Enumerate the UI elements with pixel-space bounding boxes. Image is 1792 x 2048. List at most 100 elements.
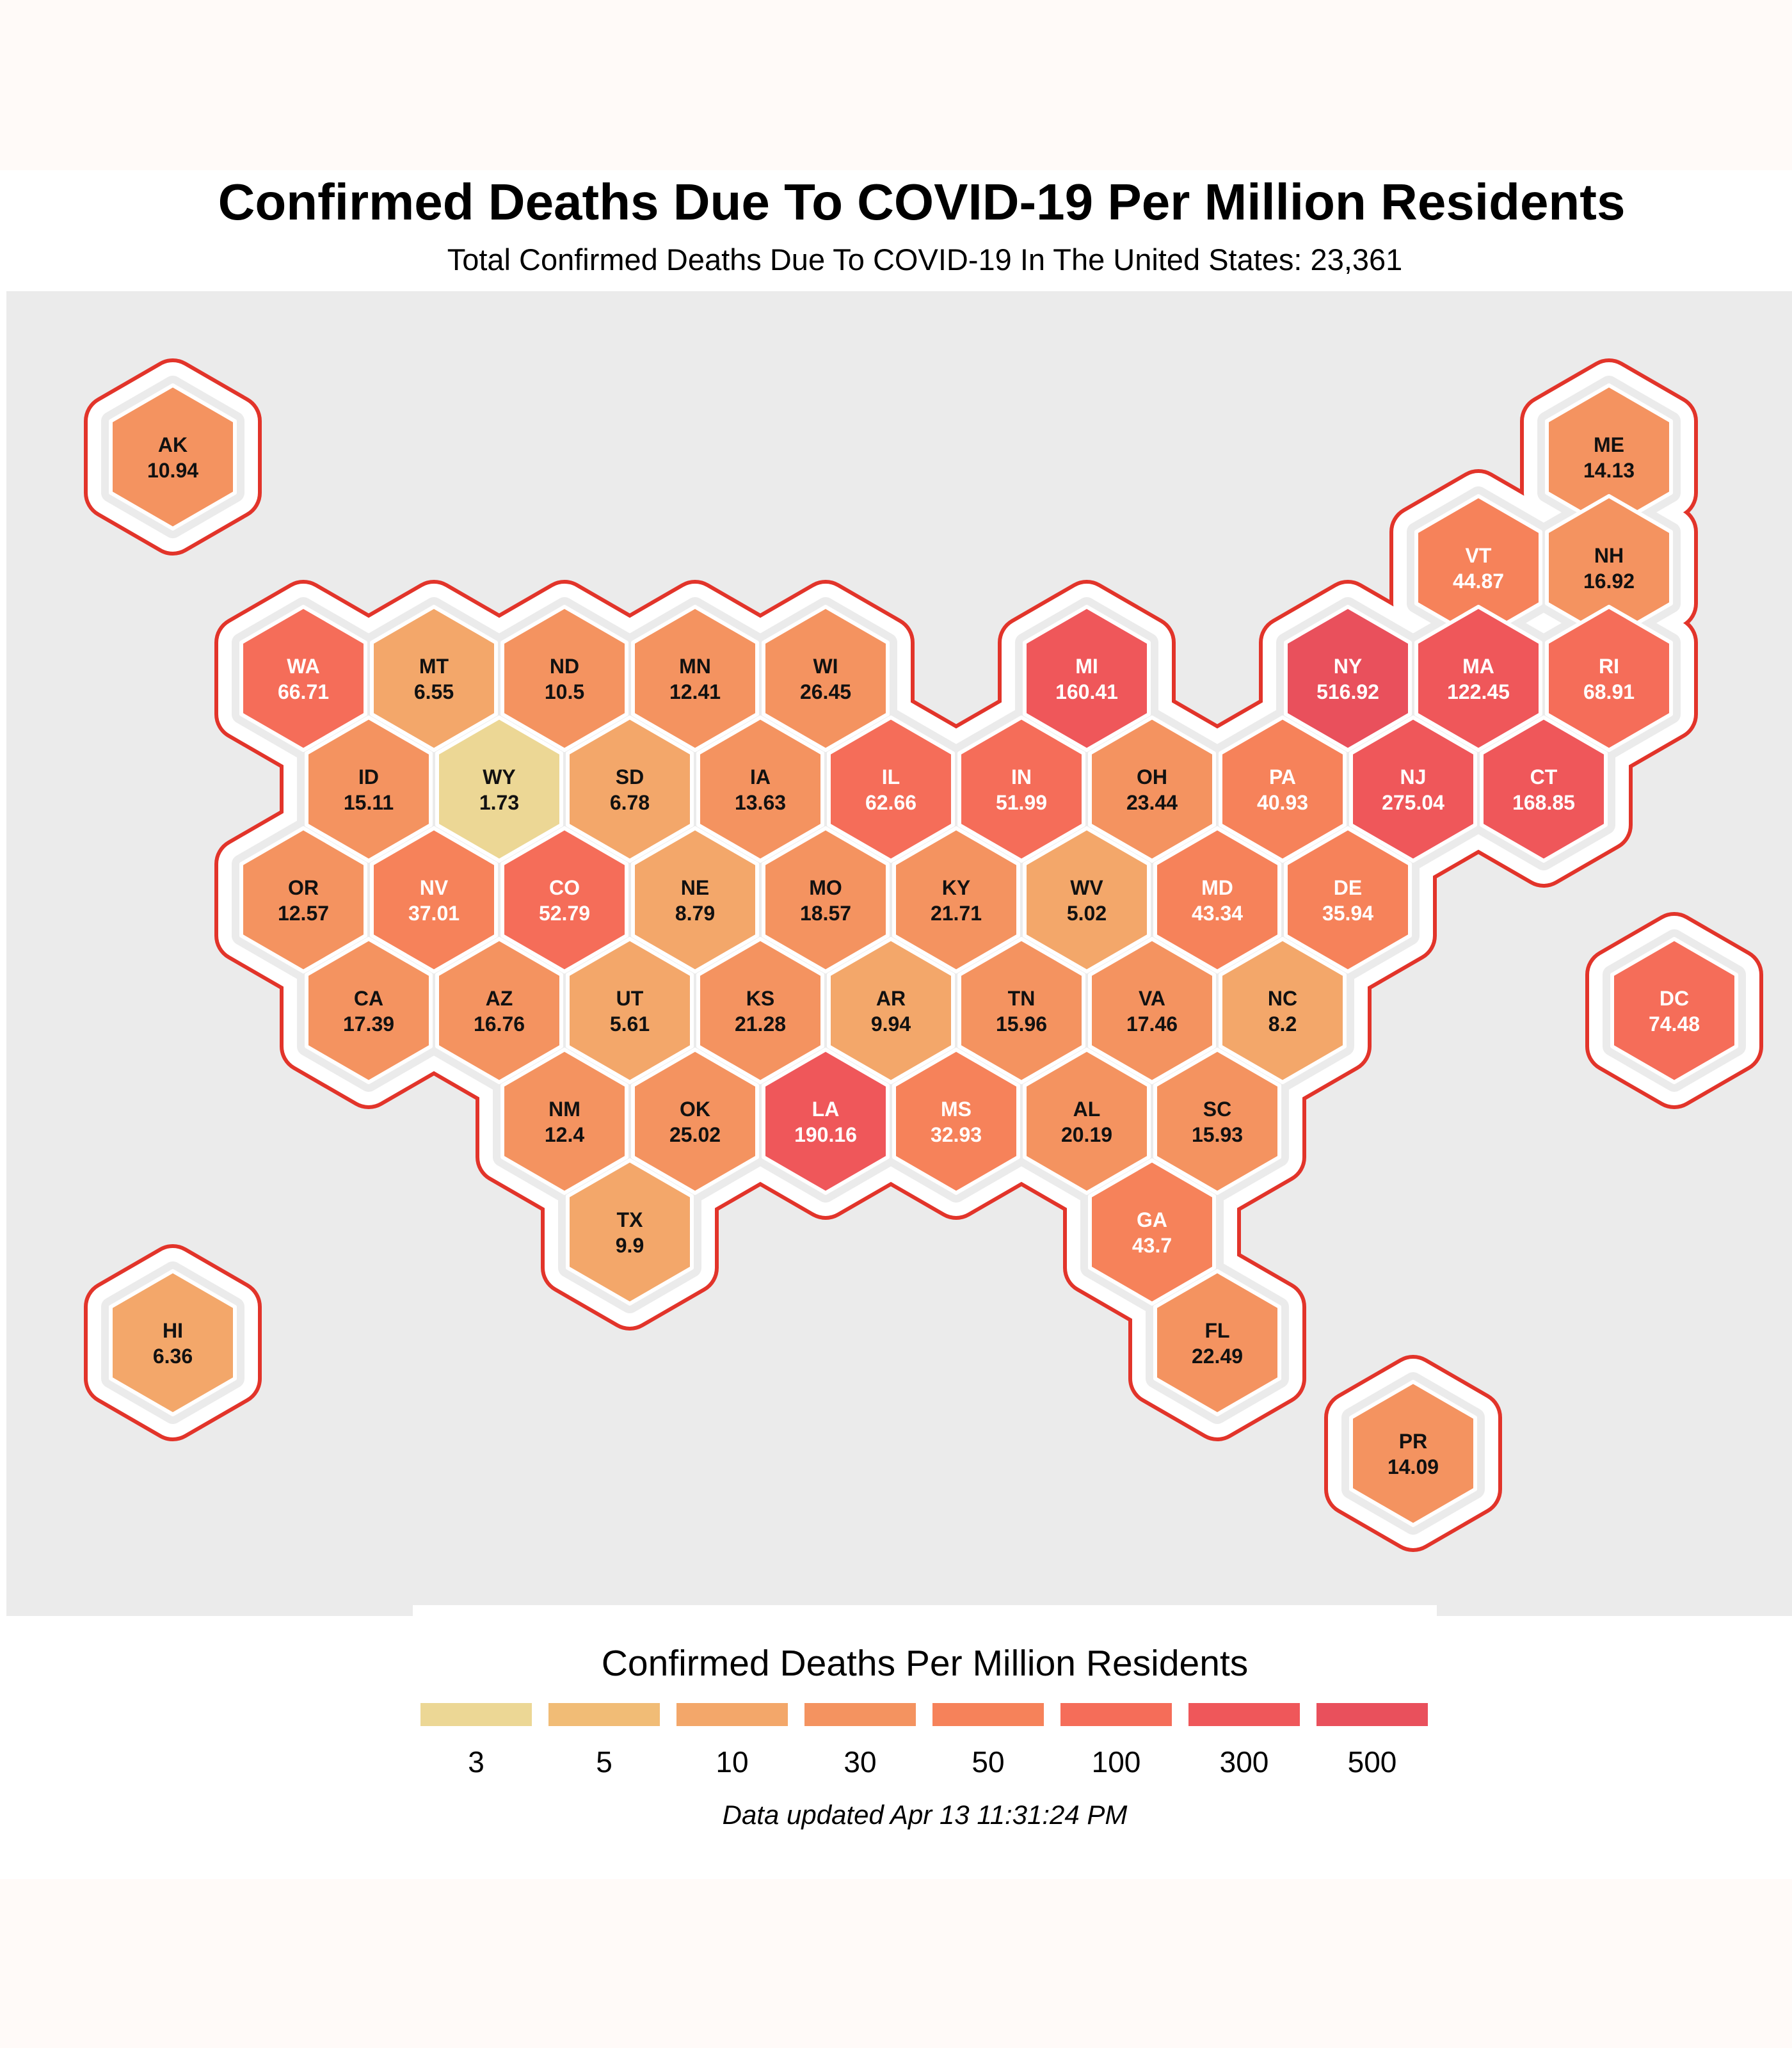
state-value-label: 9.94: [871, 1012, 911, 1036]
state-tile-de: DE 35.94: [1284, 826, 1412, 973]
state-code-label: HI: [163, 1319, 183, 1342]
state-value-label: 275.04: [1382, 791, 1444, 814]
state-hex-az: [435, 937, 563, 1084]
state-value-label: 15.11: [344, 791, 394, 814]
state-value-label: 43.34: [1192, 902, 1243, 925]
state-value-label: 68.91: [1583, 680, 1635, 703]
state-code-label: SD: [616, 765, 644, 788]
state-hex-nm: [500, 1048, 628, 1195]
state-code-label: OH: [1137, 765, 1167, 788]
state-code-label: MN: [679, 655, 711, 678]
state-hex-ga: [1088, 1158, 1216, 1306]
state-code-label: OR: [288, 876, 319, 899]
state-tile-wv: WV 5.02: [1023, 826, 1151, 973]
state-tile-ky: KY 21.71: [892, 826, 1020, 973]
state-hex-md: [1153, 826, 1281, 973]
state-value-label: 5.02: [1067, 902, 1107, 925]
state-code-label: WI: [813, 655, 838, 678]
legend-tick-30: 30: [844, 1745, 876, 1779]
state-value-label: 40.93: [1257, 791, 1308, 814]
state-code-label: KY: [942, 876, 970, 899]
legend-swatch-500: [1316, 1703, 1428, 1726]
state-tile-me: ME 14.13: [1545, 383, 1673, 531]
state-value-label: 8.2: [1268, 1012, 1297, 1036]
state-tiles: AK10.94ME14.13VT44.87NH16.92WA66.71MT6.5…: [109, 383, 1738, 1527]
state-hex-tn: [957, 937, 1085, 1084]
state-code-label: VT: [1466, 544, 1492, 567]
state-hex-de: [1284, 826, 1412, 973]
state-code-label: WA: [287, 655, 320, 678]
state-hex-ma: [1414, 605, 1542, 752]
state-code-label: WV: [1070, 876, 1103, 899]
state-hex-mo: [762, 826, 890, 973]
state-hex-id: [305, 716, 433, 863]
state-tile-pa: PA 40.93: [1219, 716, 1347, 863]
state-code-label: UT: [616, 987, 644, 1010]
state-tile-ct: CT 168.85: [1480, 716, 1608, 863]
state-tile-fl: FL 22.49: [1153, 1269, 1281, 1416]
state-hex-va: [1088, 937, 1216, 1084]
state-hex-wa: [239, 605, 367, 752]
state-code-label: IL: [882, 765, 900, 788]
state-code-label: AZ: [486, 987, 513, 1010]
state-hex-hi: [109, 1269, 237, 1416]
state-code-label: VA: [1139, 987, 1165, 1010]
state-hex-nv: [370, 826, 498, 973]
chart-title: Confirmed Deaths Due To COVID-19 Per Mil…: [218, 173, 1626, 230]
state-code-label: IN: [1011, 765, 1032, 788]
legend-swatch-100: [1060, 1703, 1172, 1726]
state-value-label: 21.28: [735, 1012, 786, 1036]
state-code-label: AL: [1073, 1098, 1101, 1121]
legend-swatch-30: [804, 1703, 916, 1726]
state-tile-md: MD 43.34: [1153, 826, 1281, 973]
state-hex-wi: [762, 605, 890, 752]
data-updated-note: Data updated Apr 13 11:31:24 PM: [722, 1800, 1128, 1830]
state-tile-ne: NE 8.79: [631, 826, 759, 973]
state-tile-oh: OH 23.44: [1088, 716, 1216, 863]
state-hex-tx: [566, 1158, 694, 1306]
state-hex-pr: [1349, 1380, 1477, 1527]
state-value-label: 14.09: [1388, 1455, 1439, 1478]
state-code-label: NM: [548, 1098, 580, 1121]
state-code-label: DC: [1660, 987, 1689, 1010]
state-value-label: 12.57: [278, 902, 329, 925]
state-tile-ar: AR9.94: [827, 937, 955, 1084]
state-code-label: MO: [809, 876, 842, 899]
state-code-label: WY: [483, 765, 516, 788]
state-tile-or: OR 12.57: [239, 826, 367, 973]
state-value-label: 160.41: [1055, 680, 1118, 703]
state-hex-ca: [305, 937, 433, 1084]
legend-tick-labels: 3 5 10 30 50 100 300 500: [468, 1745, 1396, 1779]
state-hex-nd: [500, 605, 628, 752]
state-value-label: 44.87: [1453, 570, 1504, 593]
state-tile-il: IL 62.66: [827, 716, 955, 863]
state-tile-co: CO 52.79: [500, 826, 628, 973]
state-hex-ct: [1480, 716, 1608, 863]
state-code-label: FL: [1204, 1319, 1229, 1342]
state-hex-la: [762, 1048, 890, 1195]
state-code-label: CA: [354, 987, 383, 1010]
state-code-label: MA: [1462, 655, 1494, 678]
state-hex-ms: [892, 1048, 1020, 1195]
state-hex-fl: [1153, 1269, 1281, 1416]
state-value-label: 13.63: [735, 791, 786, 814]
state-hex-nj: [1349, 716, 1477, 863]
state-tile-hi: HI 6.36: [109, 1269, 237, 1416]
state-value-label: 190.16: [794, 1123, 857, 1146]
legend-tick-10: 10: [716, 1745, 748, 1779]
state-code-label: LA: [812, 1098, 840, 1121]
state-value-label: 66.71: [278, 680, 329, 703]
state-hex-ia: [696, 716, 824, 863]
state-value-label: 6.55: [414, 680, 454, 703]
state-tile-nj: NJ 275.04: [1349, 716, 1477, 863]
state-tile-id: ID 15.11: [305, 716, 433, 863]
